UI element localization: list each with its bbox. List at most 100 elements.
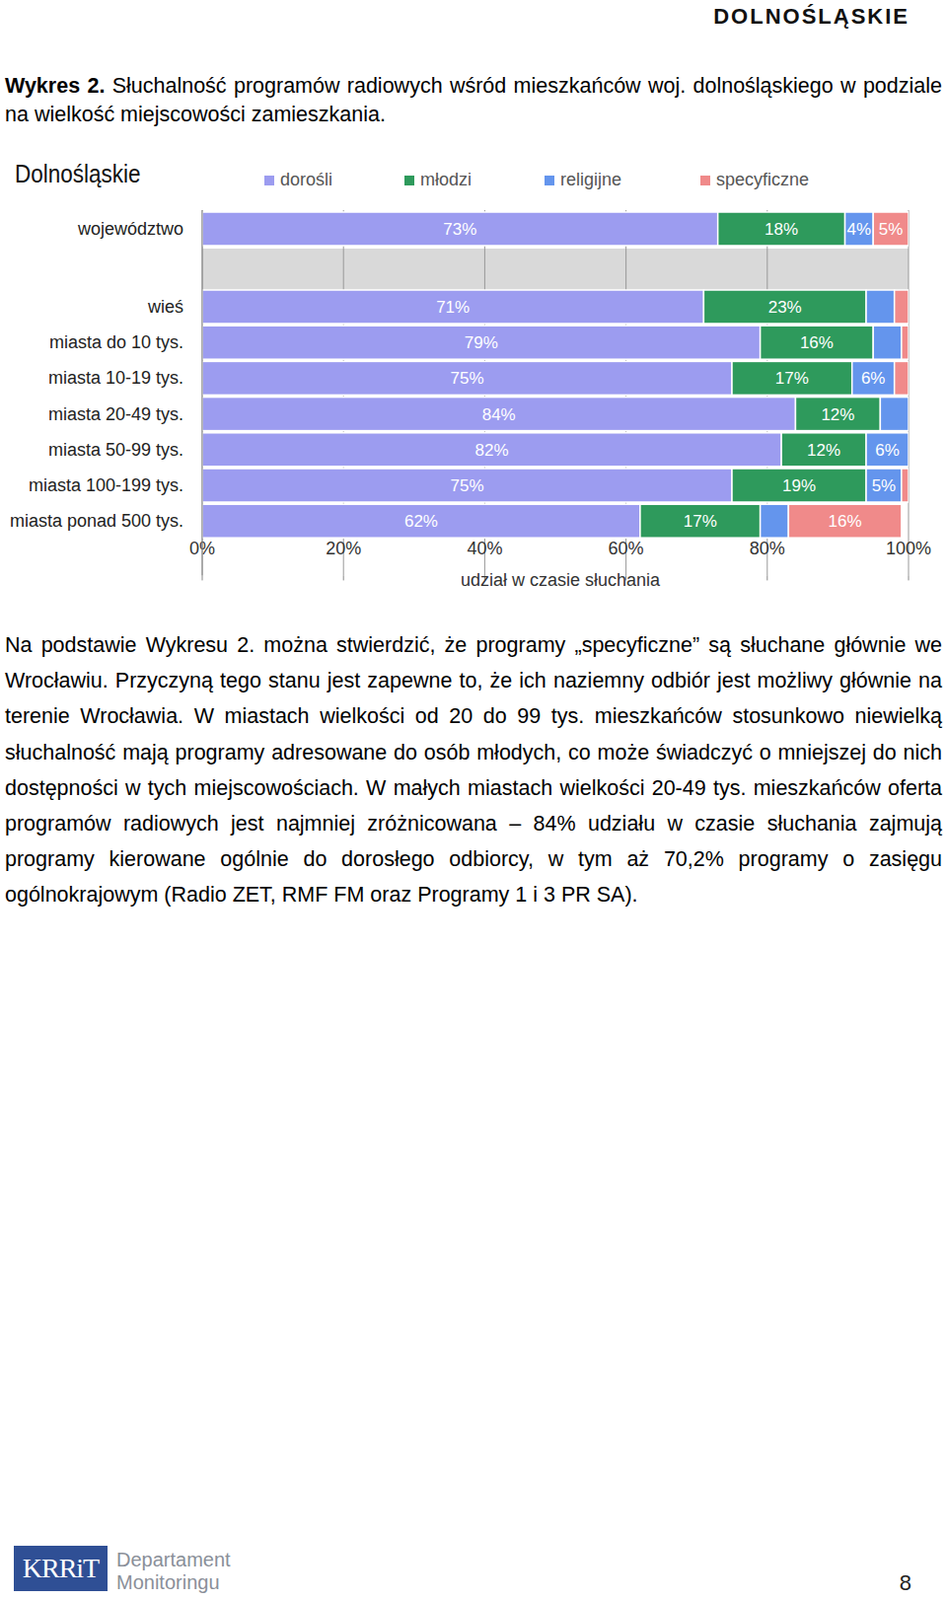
category-label: miasta 20-49 tys. (48, 404, 184, 425)
data-label: 16% (828, 511, 863, 531)
axis-label: udział w czasie słuchania (460, 570, 661, 590)
paragraph: Na podstawie Wykresu 2. można stwierdzić… (4, 627, 943, 914)
page-number: 8 (899, 1570, 912, 1597)
tick (908, 575, 910, 581)
legend-swatch (264, 175, 275, 186)
bar-segment (852, 361, 895, 395)
legend-swatch (544, 175, 555, 186)
legend-label: specyficzne (716, 169, 809, 190)
data-label: 12% (820, 405, 855, 425)
department-line: Monitoringu (116, 1571, 231, 1595)
category-label: województwo (76, 218, 184, 239)
data-label: 5% (878, 219, 904, 239)
bar-segment (202, 361, 732, 395)
tick-label: 20% (325, 538, 362, 559)
data-label: 75% (449, 476, 484, 496)
legend-item: dorośli (264, 169, 333, 190)
chart: Dolnośląskie dorośli młodzi religijne specyf… (0, 157, 947, 612)
bar-segment (731, 468, 867, 503)
category-label: miasta ponad 500 tys. (9, 510, 184, 531)
bar-segment (703, 290, 867, 324)
bar-segment (894, 290, 909, 324)
data-label: 17% (775, 368, 809, 388)
bar-segment (901, 325, 909, 360)
bar-segment (202, 433, 782, 467)
tick-label: 60% (608, 538, 645, 559)
bar-segment (795, 397, 880, 432)
data-label: 4% (847, 219, 873, 239)
department: DepartamentMonitoringu (116, 1548, 231, 1595)
legend-label: religijne (560, 169, 622, 190)
data-label: 18% (764, 219, 799, 239)
chart-title: Dolnośląskie (14, 159, 141, 188)
bar-segment (873, 325, 902, 360)
legend-swatch (700, 175, 711, 186)
bar-segment (907, 397, 909, 432)
category-label: wieś (146, 296, 184, 317)
tick (343, 575, 345, 581)
bar-segment (788, 504, 902, 538)
tick-label: 100% (885, 538, 932, 559)
legend-label: dorośli (280, 169, 333, 190)
tick-label: 40% (466, 538, 503, 559)
data-label: 73% (442, 219, 477, 239)
legend-item: specyficzne (700, 169, 809, 190)
tick (202, 575, 204, 581)
department-line: Departament (116, 1548, 231, 1572)
data-label: 5% (872, 476, 897, 496)
data-labels: 73% 71% 79% 75% 84% 82% 75% 62% 18% 23% 16% 17% 12% 1… (404, 219, 903, 531)
data-label: 71% (436, 297, 470, 317)
data-label: 16% (800, 333, 834, 353)
bar-segment (866, 468, 902, 503)
data-label: 12% (806, 440, 841, 460)
bar-segment (845, 212, 875, 246)
data-label: 79% (464, 333, 499, 353)
separator-band (202, 248, 909, 291)
logo: KRRiT (13, 1545, 108, 1592)
caption-text: Słuchalność programów radiowych wśród mi… (4, 73, 943, 127)
category-label: miasta 50-99 tys. (48, 439, 184, 460)
bar-segment (202, 290, 704, 324)
axis-line (202, 210, 204, 576)
data-label: 84% (482, 405, 516, 425)
data-label: 17% (683, 511, 718, 531)
bar-segment (907, 433, 909, 467)
bar-segment (202, 325, 761, 360)
category-label: miasta 10-19 tys. (48, 367, 184, 388)
data-label: 82% (475, 440, 510, 460)
bar-segment (760, 504, 790, 538)
legend-item: młodzi (404, 169, 472, 190)
caption: Wykres 2. Słuchalność programów radiowyc… (4, 72, 943, 130)
bar-segment (640, 504, 761, 538)
category-label: miasta 100-199 tys. (28, 475, 184, 496)
bar-segment (781, 433, 867, 467)
bar-segment (760, 325, 875, 360)
data-label: 62% (404, 511, 438, 531)
bar-segment (879, 397, 909, 432)
page-header: DOLNOŚLĄSKIE (713, 3, 910, 30)
bar-segment (873, 212, 909, 246)
data-label: 75% (449, 368, 484, 388)
data-label: 6% (874, 440, 900, 460)
bar-segment (866, 290, 895, 324)
bar-segment (731, 361, 853, 395)
legend-item: religijne (544, 169, 622, 190)
grid-line (202, 210, 204, 576)
tick-label: 80% (749, 538, 786, 559)
legend-swatch (404, 175, 415, 186)
data-label: 6% (861, 368, 886, 388)
data-label: 23% (768, 297, 802, 317)
category-label: miasta do 10 tys. (49, 332, 184, 353)
caption-label: Wykres 2. (4, 73, 105, 98)
tick (766, 575, 768, 581)
bar-segment (901, 468, 909, 503)
bar-segment (202, 397, 796, 432)
data-label: 19% (782, 476, 816, 496)
bar-segment (202, 504, 641, 538)
legend-label: młodzi (420, 169, 472, 190)
bar-segment (718, 212, 846, 246)
bar-segment (202, 212, 719, 246)
bars (202, 212, 909, 538)
bar-segment (866, 433, 909, 467)
bar-segment (894, 361, 909, 395)
